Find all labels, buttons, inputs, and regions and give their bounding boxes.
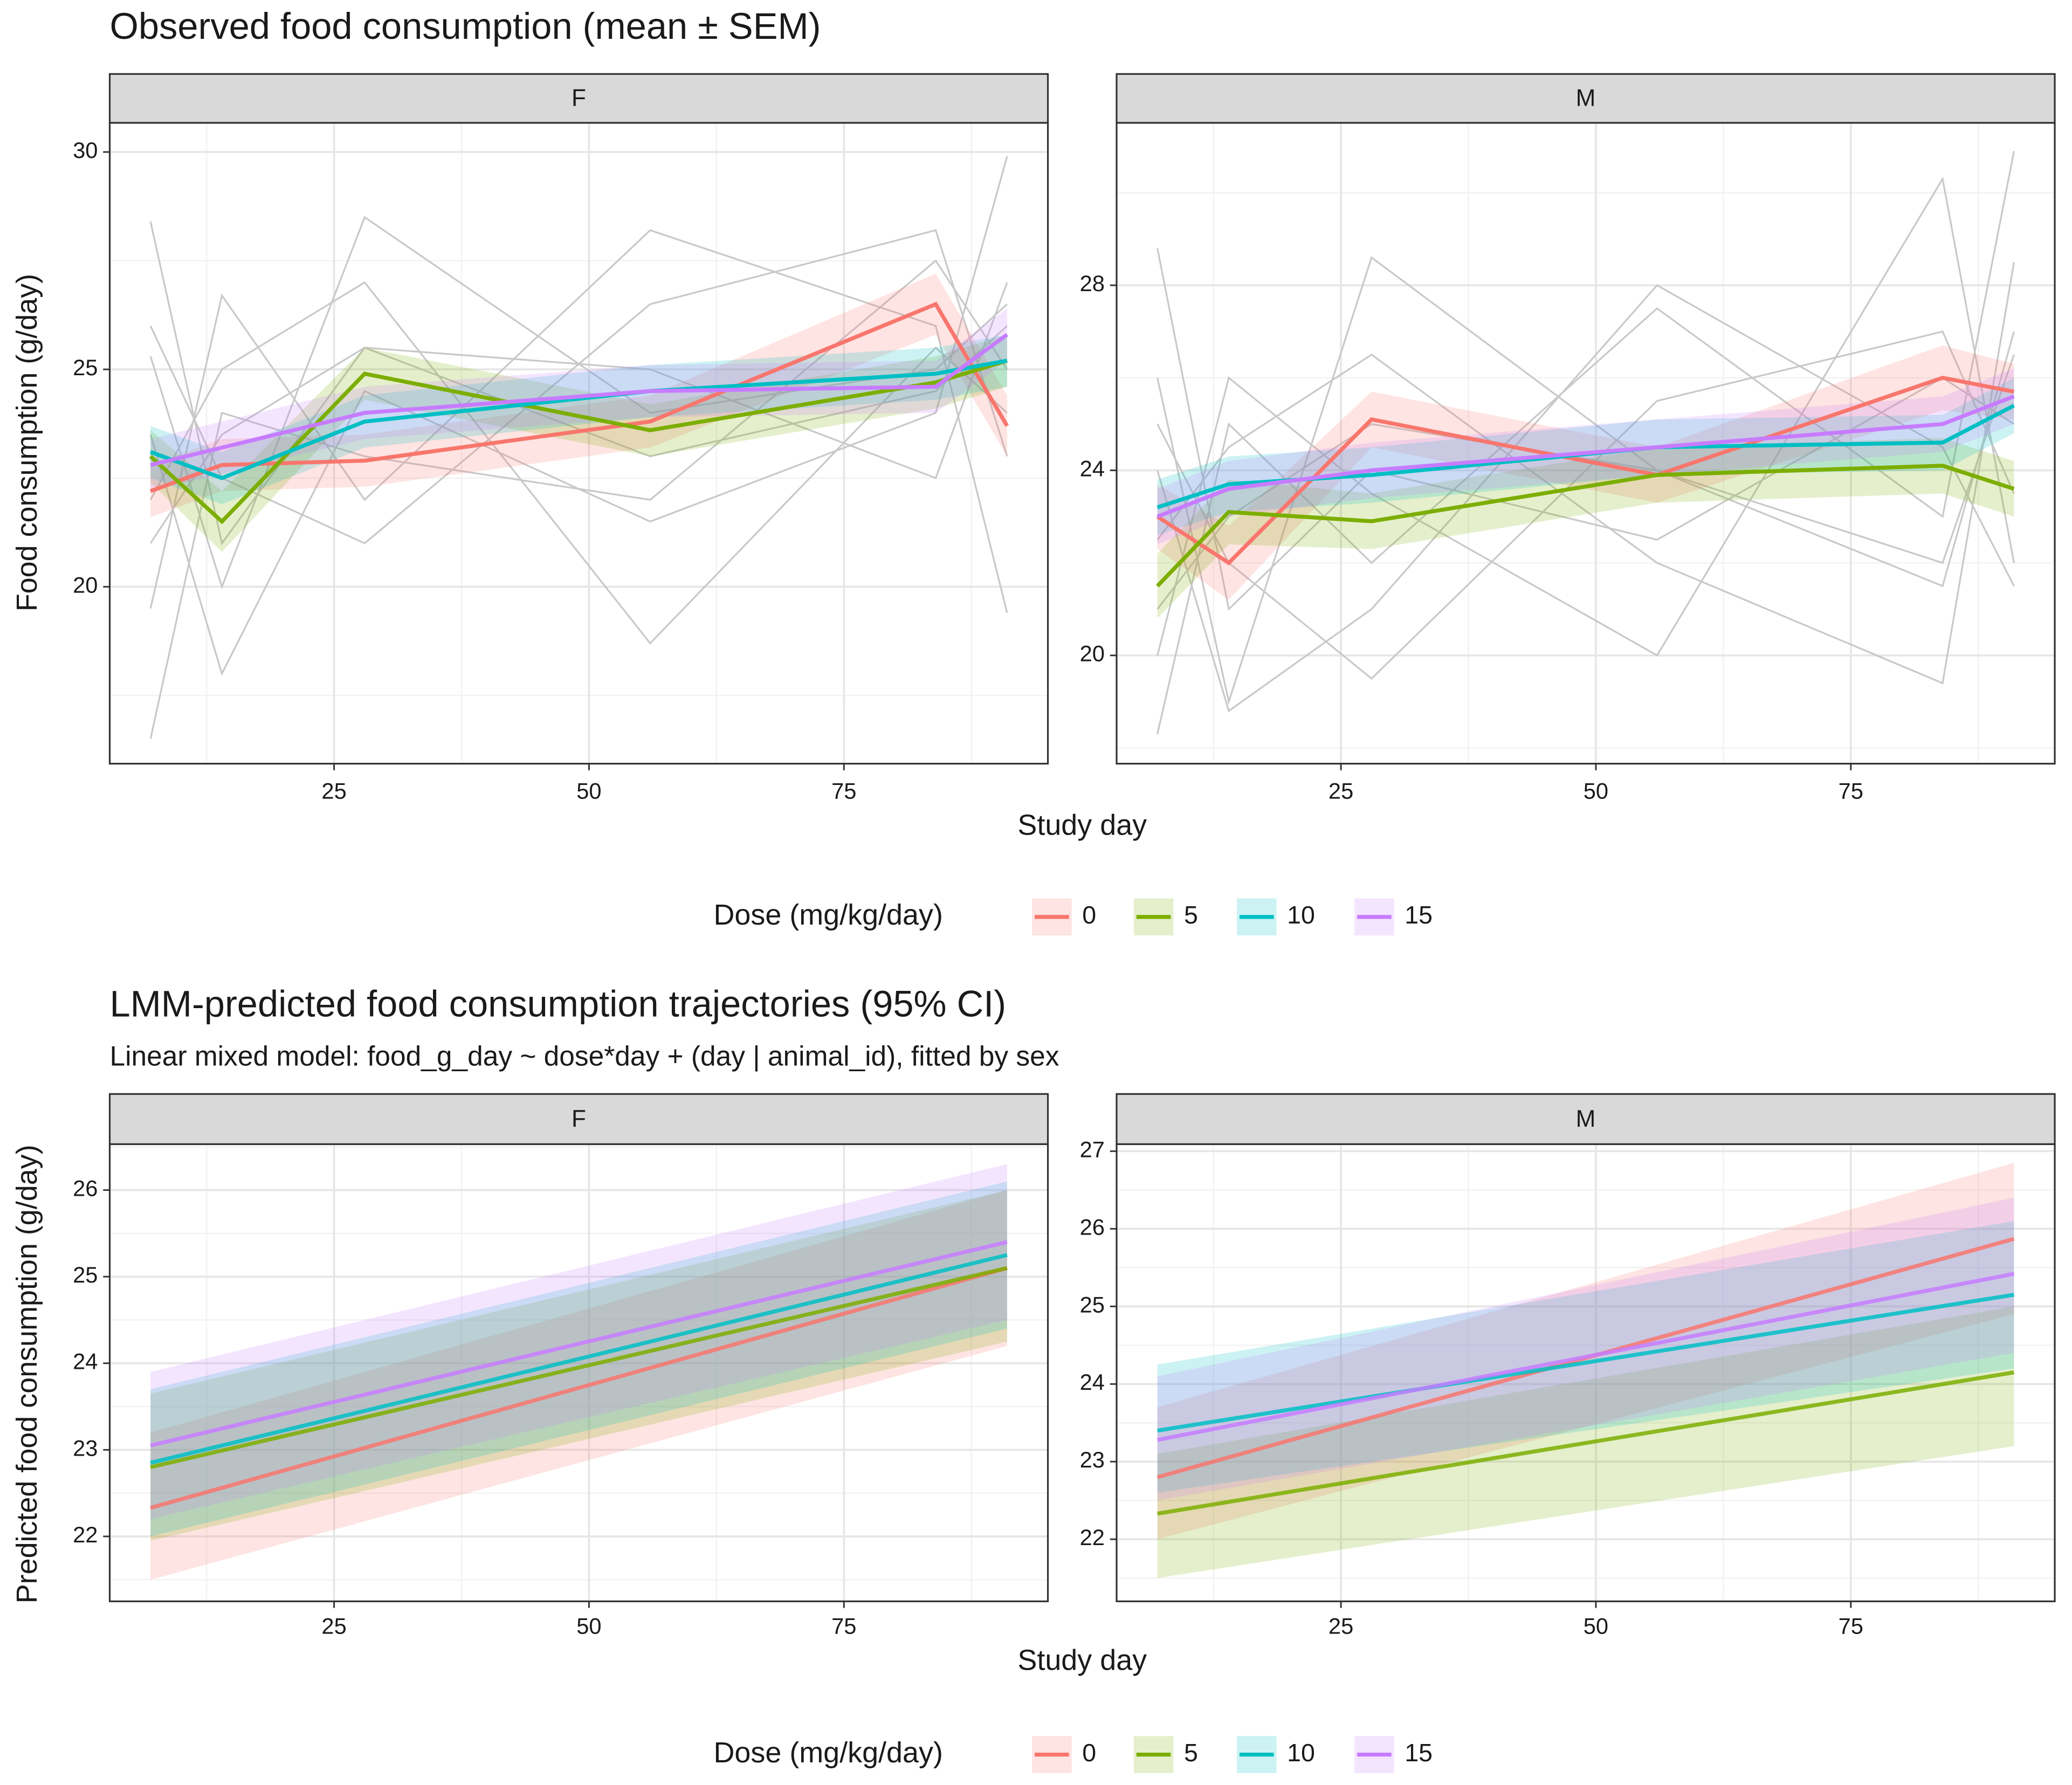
confidence-band xyxy=(1157,377,2014,535)
y-tick-label: 23 xyxy=(73,1435,98,1460)
y-tick-label: 22 xyxy=(1080,1525,1105,1550)
legend-label: 5 xyxy=(1184,1739,1198,1767)
y-tick-label: 20 xyxy=(73,572,98,597)
y-tick-label: 24 xyxy=(1080,1369,1105,1395)
panel-background xyxy=(109,122,1048,764)
series-line xyxy=(1157,1272,2015,1442)
panel-border xyxy=(1116,1143,2056,1602)
confidence-band xyxy=(150,1190,1007,1580)
y-tick-label: 20 xyxy=(1080,641,1105,666)
panel-strip xyxy=(108,73,1049,124)
strip-label: F xyxy=(572,85,586,112)
strip-label: M xyxy=(1576,1106,1596,1132)
confidence-band xyxy=(150,1190,1007,1541)
legend-title: Dose (mg/kg/day) xyxy=(714,1736,943,1769)
legend-label: 15 xyxy=(1405,901,1433,929)
legend-label: 0 xyxy=(1082,1739,1096,1767)
x-tick-label: 50 xyxy=(576,1613,601,1638)
x-tick-label: 75 xyxy=(831,778,856,803)
panel-border xyxy=(1116,122,2056,765)
x-tick-label: 50 xyxy=(576,778,601,803)
panel-background xyxy=(109,1144,1048,1602)
series-line xyxy=(150,1253,1008,1465)
individual-trace xyxy=(149,281,1008,645)
confidence-band xyxy=(1157,438,2014,619)
series-line xyxy=(1157,1293,2014,1433)
y-tick-label: 25 xyxy=(1080,1292,1105,1317)
individual-trace xyxy=(1157,176,2015,657)
series-line xyxy=(150,1240,1008,1448)
panel-background xyxy=(1116,1144,2055,1602)
individual-trace xyxy=(149,282,1008,544)
x-tick-label: 75 xyxy=(831,1613,856,1638)
panel-strip xyxy=(108,1093,1049,1145)
panel-border xyxy=(108,122,1049,765)
series-line xyxy=(149,359,1008,480)
individual-trace xyxy=(149,259,1008,739)
individual-trace xyxy=(1157,248,2015,611)
chart-title: Observed food consumption (mean ± SEM) xyxy=(110,5,821,47)
legend-label: 15 xyxy=(1405,1739,1433,1767)
plot-area xyxy=(1157,1162,2015,1579)
x-tick-label: 75 xyxy=(1839,1613,1863,1638)
x-tick-label: 25 xyxy=(321,1613,346,1638)
confidence-band xyxy=(1157,345,2014,600)
y-tick-label: 26 xyxy=(1080,1214,1105,1239)
plot-area xyxy=(150,1164,1008,1580)
chart-title: LMM-predicted food consumption trajector… xyxy=(110,983,1007,1025)
legend-title: Dose (mg/kg/day) xyxy=(714,899,943,931)
y-tick-label: 26 xyxy=(73,1175,98,1201)
x-tick-label: 50 xyxy=(1584,778,1608,803)
x-tick-label: 25 xyxy=(321,778,346,803)
y-tick-label: 25 xyxy=(73,1262,98,1287)
series-line xyxy=(1157,1370,2014,1516)
panel-border xyxy=(108,1143,1049,1602)
individual-trace xyxy=(1157,256,2015,705)
confidence-band xyxy=(150,334,1007,505)
y-tick-label: 22 xyxy=(73,1522,98,1547)
series-line xyxy=(1157,404,2015,509)
legend-label: 5 xyxy=(1184,901,1198,929)
series-line xyxy=(150,1266,1008,1510)
y-tick-label: 30 xyxy=(73,137,98,163)
series-line xyxy=(150,1266,1008,1469)
chart-subtitle: Linear mixed model: food_g_day ~ dose*da… xyxy=(110,1040,1059,1072)
confidence-band xyxy=(150,1164,1007,1519)
individual-trace xyxy=(149,229,1008,614)
legend-label: 10 xyxy=(1287,1739,1315,1767)
plot-area xyxy=(149,156,1009,739)
individual-trace xyxy=(1157,150,2015,734)
y-tick-label: 24 xyxy=(73,1349,98,1374)
x-tick-label: 25 xyxy=(1328,1613,1353,1638)
x-tick-label: 50 xyxy=(1584,1613,1608,1638)
strip-label: F xyxy=(572,1106,586,1132)
y-tick-label: 23 xyxy=(1080,1447,1105,1472)
confidence-band xyxy=(1157,1162,2014,1540)
series-line xyxy=(149,301,1009,493)
series-line xyxy=(1156,464,2015,588)
y-tick-label: 27 xyxy=(1080,1136,1105,1162)
legend-label: 0 xyxy=(1082,901,1096,929)
y-axis-label: Predicted food consumption (g/day) xyxy=(11,1145,43,1603)
x-axis-label: Study day xyxy=(1017,1644,1147,1676)
x-axis-label: Study day xyxy=(1017,809,1147,841)
strip-label: M xyxy=(1576,85,1596,112)
confidence-band xyxy=(150,273,1007,518)
plot-area xyxy=(1156,150,2015,734)
individual-trace xyxy=(1157,330,2015,680)
legend-label: 10 xyxy=(1287,901,1315,929)
y-tick-label: 28 xyxy=(1080,271,1105,296)
confidence-band xyxy=(1157,368,2014,545)
confidence-band xyxy=(1157,1197,2014,1501)
series-line xyxy=(1157,394,2015,519)
x-tick-label: 75 xyxy=(1839,778,1863,803)
y-tick-label: 25 xyxy=(73,355,98,380)
y-axis-label: Food consumption (g/day) xyxy=(11,274,43,611)
y-tick-label: 24 xyxy=(1080,456,1105,481)
series-line xyxy=(1156,376,2015,566)
series-line xyxy=(150,333,1009,467)
x-tick-label: 25 xyxy=(1328,778,1353,803)
